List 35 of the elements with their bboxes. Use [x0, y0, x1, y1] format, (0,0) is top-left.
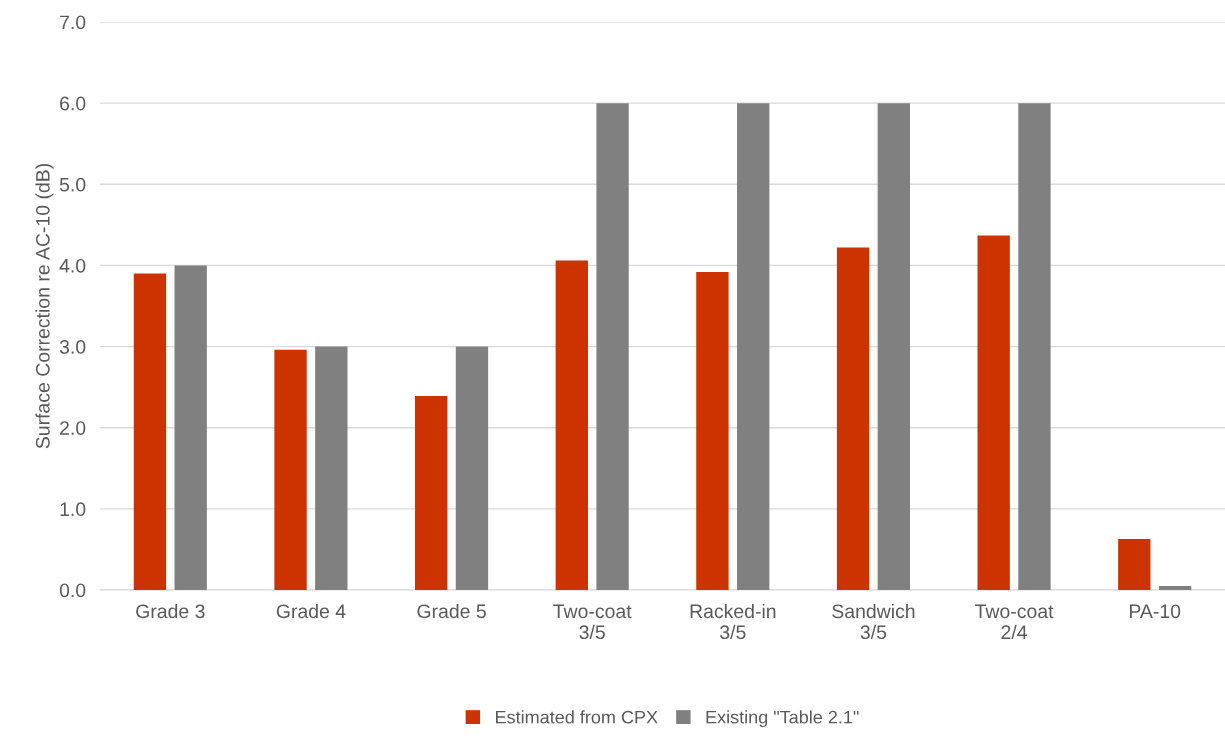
legend-label: Existing "Table 2.1" — [706, 710, 859, 728]
x-tick-label: PA-10 — [1129, 604, 1181, 619]
y-axis-title: Surface Correction re AC-10 (dB) — [35, 164, 54, 449]
bar — [455, 346, 489, 590]
bar — [415, 396, 448, 590]
y-tick-label: 6.0 — [60, 96, 86, 111]
x-tick-label: Two-coat 2/4 — [975, 604, 1054, 640]
x-tick-label: Grade 5 — [417, 603, 486, 619]
bar — [274, 349, 307, 590]
x-tick-label: Grade 4 — [276, 603, 346, 619]
x-tick-label: Grade 3 — [136, 603, 205, 619]
y-tick-label: 1.0 — [60, 502, 86, 517]
bar — [1118, 538, 1151, 590]
y-tick-label: 2.0 — [60, 421, 86, 435]
y-tick-label: 3.0 — [59, 340, 86, 354]
y-tick-label: 4.0 — [59, 258, 86, 273]
bar — [836, 247, 870, 590]
y-tick-label: 0.0 — [59, 583, 86, 598]
bar — [596, 103, 629, 590]
x-tick-label: Sandwich 3/5 — [832, 603, 915, 640]
x-tick-label: Two-coat 3/5 — [553, 604, 632, 640]
bar — [696, 271, 729, 590]
bar — [555, 260, 588, 590]
bar — [737, 103, 770, 590]
x-tick-label: Racked-in 3/5 — [690, 603, 776, 640]
bar — [133, 273, 167, 590]
bar — [315, 346, 348, 590]
bar — [977, 235, 1010, 590]
bar — [174, 265, 207, 590]
bar — [1018, 103, 1051, 590]
bar — [1158, 585, 1192, 590]
y-tick-label: 5.0 — [59, 177, 86, 192]
legend-label: Estimated from CPX — [496, 710, 658, 724]
bar — [877, 103, 910, 590]
y-tick-label: 7.0 — [60, 15, 86, 30]
